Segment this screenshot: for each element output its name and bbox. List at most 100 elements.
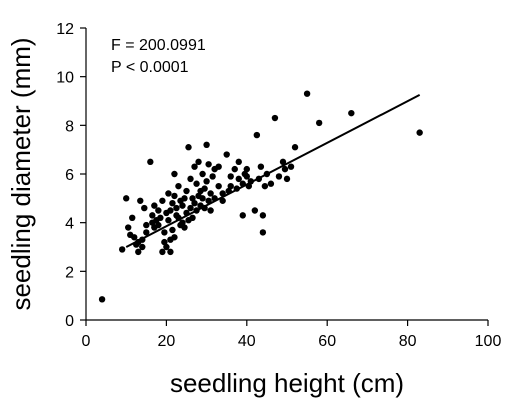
annotation-f-stat: F = 200.0991	[111, 37, 206, 54]
data-point	[149, 212, 156, 219]
data-points	[98, 90, 423, 303]
data-point	[303, 90, 311, 97]
data-point	[125, 224, 132, 231]
annotation-group: F = 200.0991 P < 0.0001	[111, 37, 206, 76]
data-point	[239, 212, 246, 219]
data-point	[209, 173, 216, 180]
data-point	[203, 141, 210, 148]
y-tick-label-5: 10	[56, 70, 74, 87]
data-point	[185, 144, 192, 151]
x-axis-label: seedling height (cm)	[170, 368, 404, 398]
data-point	[271, 114, 279, 122]
data-point	[231, 165, 238, 173]
x-tick-label-3: 60	[318, 333, 336, 350]
data-point	[283, 175, 291, 183]
y-tick-label-1: 2	[65, 264, 74, 281]
fit-line	[125, 94, 421, 248]
y-axis-label: seedling diameter (mm)	[6, 37, 36, 310]
annotation-p-value: P < 0.0001	[111, 59, 189, 76]
data-point	[261, 182, 269, 190]
data-point	[187, 204, 194, 212]
data-point	[155, 221, 162, 229]
x-tick-label-2: 40	[238, 333, 256, 350]
data-point	[131, 234, 138, 241]
data-point	[287, 163, 295, 170]
y-tick-label-0: 0	[65, 313, 74, 330]
data-point	[348, 109, 355, 117]
data-point	[315, 119, 323, 127]
y-tick-label-3: 6	[65, 167, 74, 184]
data-point	[281, 165, 289, 173]
data-point	[165, 217, 172, 224]
data-point	[195, 158, 202, 166]
data-point	[147, 158, 154, 166]
data-point	[193, 180, 200, 187]
data-point	[129, 214, 136, 221]
data-point	[159, 197, 166, 204]
data-point	[253, 131, 261, 139]
data-point	[199, 195, 206, 202]
data-point	[123, 195, 130, 202]
data-point	[243, 173, 250, 180]
data-point	[189, 195, 196, 202]
data-point	[175, 182, 182, 190]
x-tick-label-4: 80	[399, 333, 417, 350]
data-point	[157, 214, 164, 221]
data-point	[98, 296, 106, 303]
data-point	[267, 180, 275, 187]
data-point	[161, 229, 168, 236]
data-point	[215, 182, 222, 190]
data-point	[227, 182, 234, 190]
data-point	[259, 212, 267, 219]
data-point	[207, 207, 214, 214]
data-point	[416, 129, 423, 136]
data-point	[183, 187, 190, 195]
y-tick-label-4: 8	[65, 118, 74, 135]
data-point	[163, 243, 170, 251]
data-point	[191, 200, 198, 207]
data-point	[159, 248, 166, 256]
data-point	[179, 219, 186, 226]
data-point	[143, 229, 150, 236]
data-point	[203, 178, 210, 185]
x-tick-label-0: 0	[82, 333, 91, 350]
data-point	[199, 170, 206, 178]
data-point	[143, 221, 150, 229]
data-point	[137, 197, 144, 204]
data-point	[235, 175, 242, 183]
data-point	[275, 173, 283, 180]
data-point	[227, 173, 234, 180]
data-point	[161, 238, 168, 246]
y-tick-label-6: 12	[56, 21, 74, 38]
data-point	[179, 202, 186, 209]
data-point	[181, 224, 188, 231]
data-point	[205, 161, 212, 168]
data-point	[235, 158, 242, 166]
x-tick-label-1: 20	[158, 333, 176, 350]
data-point	[215, 163, 222, 170]
data-point	[219, 197, 226, 204]
data-point	[201, 185, 208, 192]
data-point	[187, 175, 194, 183]
y-tick-label-2: 4	[65, 216, 74, 233]
data-point	[207, 190, 214, 197]
data-point	[169, 200, 176, 207]
x-tick-label-5: 100	[475, 333, 502, 350]
x-axis-ticks: 0 20 40 60 80 100	[82, 320, 502, 350]
data-point	[189, 214, 196, 221]
data-point	[243, 165, 250, 173]
data-point	[291, 144, 299, 151]
data-point	[259, 229, 267, 236]
data-point	[171, 234, 178, 241]
data-point	[191, 163, 198, 170]
data-point	[223, 151, 230, 158]
data-point	[173, 204, 180, 212]
data-point	[141, 204, 148, 212]
data-point	[165, 190, 172, 197]
data-point	[181, 195, 188, 202]
data-point	[135, 248, 142, 256]
data-point	[279, 158, 287, 166]
data-point	[167, 207, 174, 214]
data-point	[155, 207, 162, 214]
